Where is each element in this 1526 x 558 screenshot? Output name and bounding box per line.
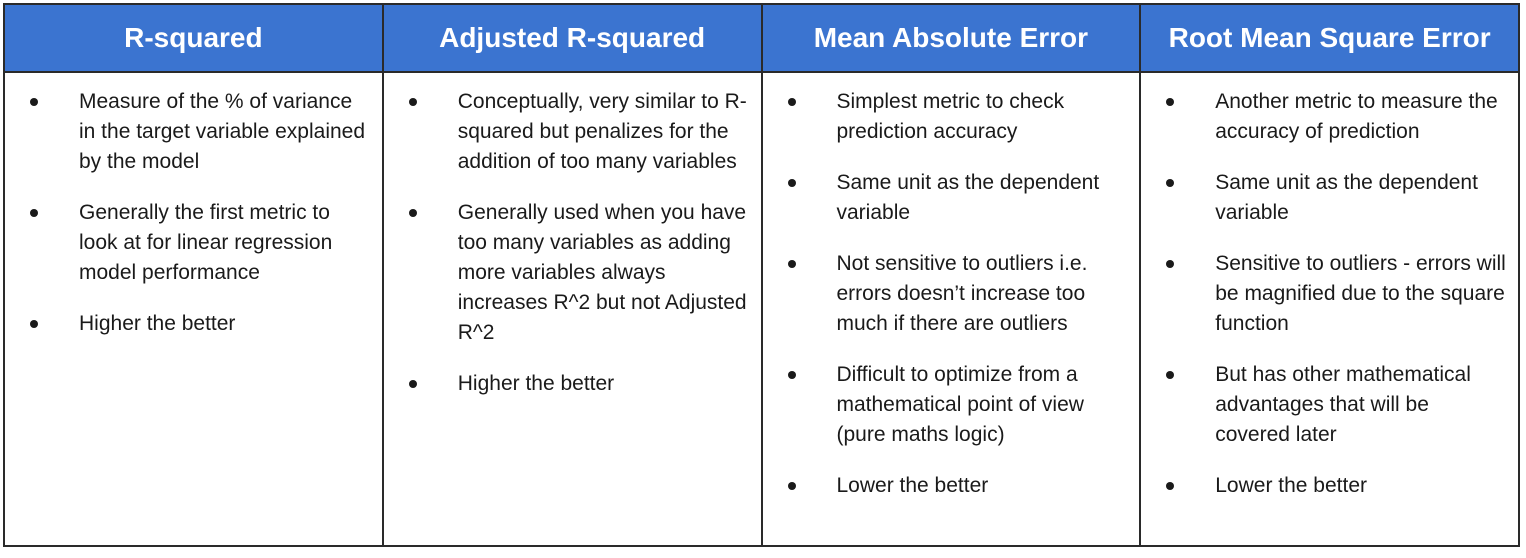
bullet-text: Conceptually, very similar to R-squared … [457, 90, 747, 173]
bullet-text: Sensitive to outliers - errors will be m… [1215, 252, 1506, 335]
bullet-dot-icon [30, 98, 38, 106]
bullet-text: Higher the better [457, 372, 615, 395]
list-item: But has other mathematical advantages th… [1141, 360, 1506, 450]
list-item: Same unit as the dependent variable [763, 168, 1128, 228]
bullet-dot-icon [1166, 371, 1175, 379]
cell-r-squared: Measure of the % of variance in the targ… [3, 71, 384, 547]
bullet-text: Difficult to optimize from a mathematica… [836, 363, 1084, 446]
bullet-text: Measure of the % of variance in the targ… [79, 90, 366, 173]
list-item: Same unit as the dependent variable [1141, 168, 1506, 228]
bullet-text: Lower the better [836, 474, 989, 497]
cell-adjusted-r-squared: Conceptually, very similar to R-squared … [381, 71, 763, 547]
bullet-dot-icon [1166, 98, 1175, 106]
bullet-text: But has other mathematical advantages th… [1215, 363, 1471, 446]
bullet-list-mean-absolute-error: Simplest metric to check prediction accu… [763, 87, 1128, 501]
bullet-dot-icon [787, 98, 796, 106]
bullet-text: Same unit as the dependent variable [1215, 171, 1478, 224]
body-row: Measure of the % of variance in the targ… [3, 71, 1520, 547]
list-item: Generally used when you have too many va… [384, 198, 749, 348]
bullet-dot-icon [787, 260, 796, 268]
bullet-text: Higher the better [79, 312, 236, 335]
bullet-text: Generally the first metric to look at fo… [79, 201, 333, 284]
bullet-text: Same unit as the dependent variable [836, 171, 1100, 224]
bullet-dot-icon [408, 98, 417, 106]
bullet-list-adjusted-r-squared: Conceptually, very similar to R-squared … [384, 87, 749, 399]
cell-root-mean-square-error: Another metric to measure the accuracy o… [1139, 71, 1520, 547]
bullet-text: Lower the better [1215, 474, 1368, 497]
bullet-dot-icon [1166, 179, 1175, 187]
list-item: Another metric to measure the accuracy o… [1141, 87, 1506, 147]
bullet-dot-icon [787, 179, 796, 187]
header-adjusted-r-squared: Adjusted R-squared [381, 3, 763, 73]
bullet-dot-icon [30, 320, 38, 328]
bullet-text: Simplest metric to check prediction accu… [836, 90, 1065, 143]
list-item: Simplest metric to check prediction accu… [763, 87, 1128, 147]
bullet-text: Generally used when you have too many va… [457, 201, 747, 344]
bullet-text: Another metric to measure the accuracy o… [1215, 90, 1498, 143]
header-root-mean-square-error: Root Mean Square Error [1139, 3, 1520, 73]
list-item: Sensitive to outliers - errors will be m… [1141, 249, 1506, 339]
list-item: Higher the better [5, 309, 370, 339]
bullet-text: Not sensitive to outliers i.e. errors do… [836, 252, 1088, 335]
list-item: Difficult to optimize from a mathematica… [763, 360, 1128, 450]
list-item: Not sensitive to outliers i.e. errors do… [763, 249, 1128, 339]
bullet-list-root-mean-square-error: Another metric to measure the accuracy o… [1141, 87, 1506, 501]
bullet-dot-icon [408, 209, 417, 217]
list-item: Lower the better [1141, 471, 1506, 501]
bullet-dot-icon [408, 380, 417, 388]
bullet-dot-icon [30, 209, 38, 217]
header-mean-absolute-error: Mean Absolute Error [760, 3, 1142, 73]
cell-mean-absolute-error: Simplest metric to check prediction accu… [760, 71, 1142, 547]
bullet-list-r-squared: Measure of the % of variance in the targ… [5, 87, 370, 339]
bullet-dot-icon [787, 371, 796, 379]
bullet-dot-icon [1166, 260, 1175, 268]
bullet-dot-icon [787, 482, 796, 490]
header-r-squared: R-squared [3, 3, 384, 73]
list-item: Higher the better [384, 369, 749, 399]
header-row: R-squared Adjusted R-squared Mean Absolu… [3, 3, 1520, 73]
list-item: Generally the first metric to look at fo… [5, 198, 370, 288]
list-item: Lower the better [763, 471, 1128, 501]
bullet-dot-icon [1166, 482, 1175, 490]
list-item: Conceptually, very similar to R-squared … [384, 87, 749, 177]
list-item: Measure of the % of variance in the targ… [5, 87, 370, 177]
regression-metrics-table: R-squared Adjusted R-squared Mean Absolu… [3, 3, 1520, 547]
